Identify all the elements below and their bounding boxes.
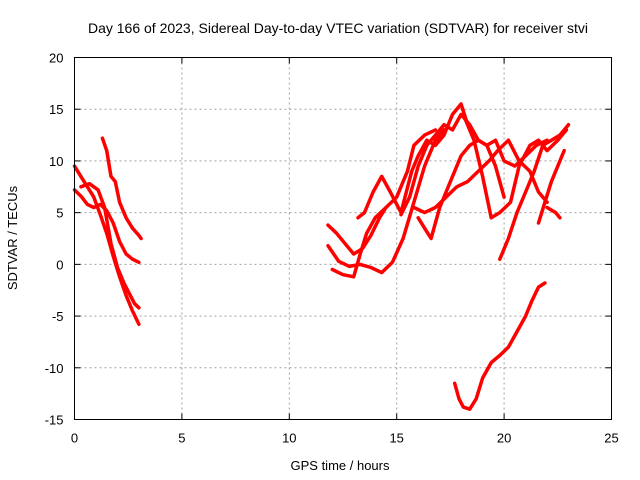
x-tick-label: 15	[389, 431, 403, 446]
data-series-arc-j	[416, 138, 506, 241]
x-tick-label: 10	[282, 431, 296, 446]
grid-layer	[74, 57, 612, 420]
x-tick-label: 20	[497, 431, 511, 446]
x-tick-label: 25	[604, 431, 618, 446]
data-series-arc-o	[545, 205, 562, 220]
chart-title: Day 166 of 2023, Sidereal Day-to-day VTE…	[88, 20, 588, 36]
data-series-arc-k	[412, 138, 549, 215]
x-axis-title: GPS time / hours	[291, 458, 390, 473]
data-series-arc-c	[79, 181, 141, 310]
data-series-arc-m	[498, 122, 571, 261]
data-series-arc-i	[399, 112, 549, 217]
y-tick-label: 20	[49, 51, 63, 66]
y-tick-label: -15	[45, 413, 64, 428]
series-layer	[72, 102, 571, 411]
data-series-arc-h	[356, 102, 470, 220]
data-series-arc-g	[330, 128, 438, 279]
plot-frame	[74, 57, 612, 420]
x-tick-label: 5	[178, 431, 185, 446]
data-series-arc-p	[452, 281, 547, 411]
x-tick-label: 0	[71, 431, 78, 446]
tick-layer: 0 5 10 15 20 25 -15 -10 -5 0 5 10 15 20	[45, 51, 619, 446]
y-tick-label: 0	[56, 257, 63, 272]
data-series-arc-f	[326, 128, 446, 275]
data-series-arc-d	[100, 136, 143, 241]
data-series-arc-l	[463, 117, 569, 220]
y-tick-label: 5	[56, 206, 63, 221]
data-series-arc-e	[326, 205, 388, 256]
data-series-arc-n	[536, 148, 566, 225]
data-series-arc-a	[72, 164, 141, 327]
y-tick-label: 15	[49, 102, 63, 117]
y-tick-label: -5	[52, 309, 64, 324]
y-tick-label: -10	[45, 361, 64, 376]
y-tick-label: 10	[49, 154, 63, 169]
y-axis-title: SDTVAR / TECUs	[5, 185, 20, 290]
